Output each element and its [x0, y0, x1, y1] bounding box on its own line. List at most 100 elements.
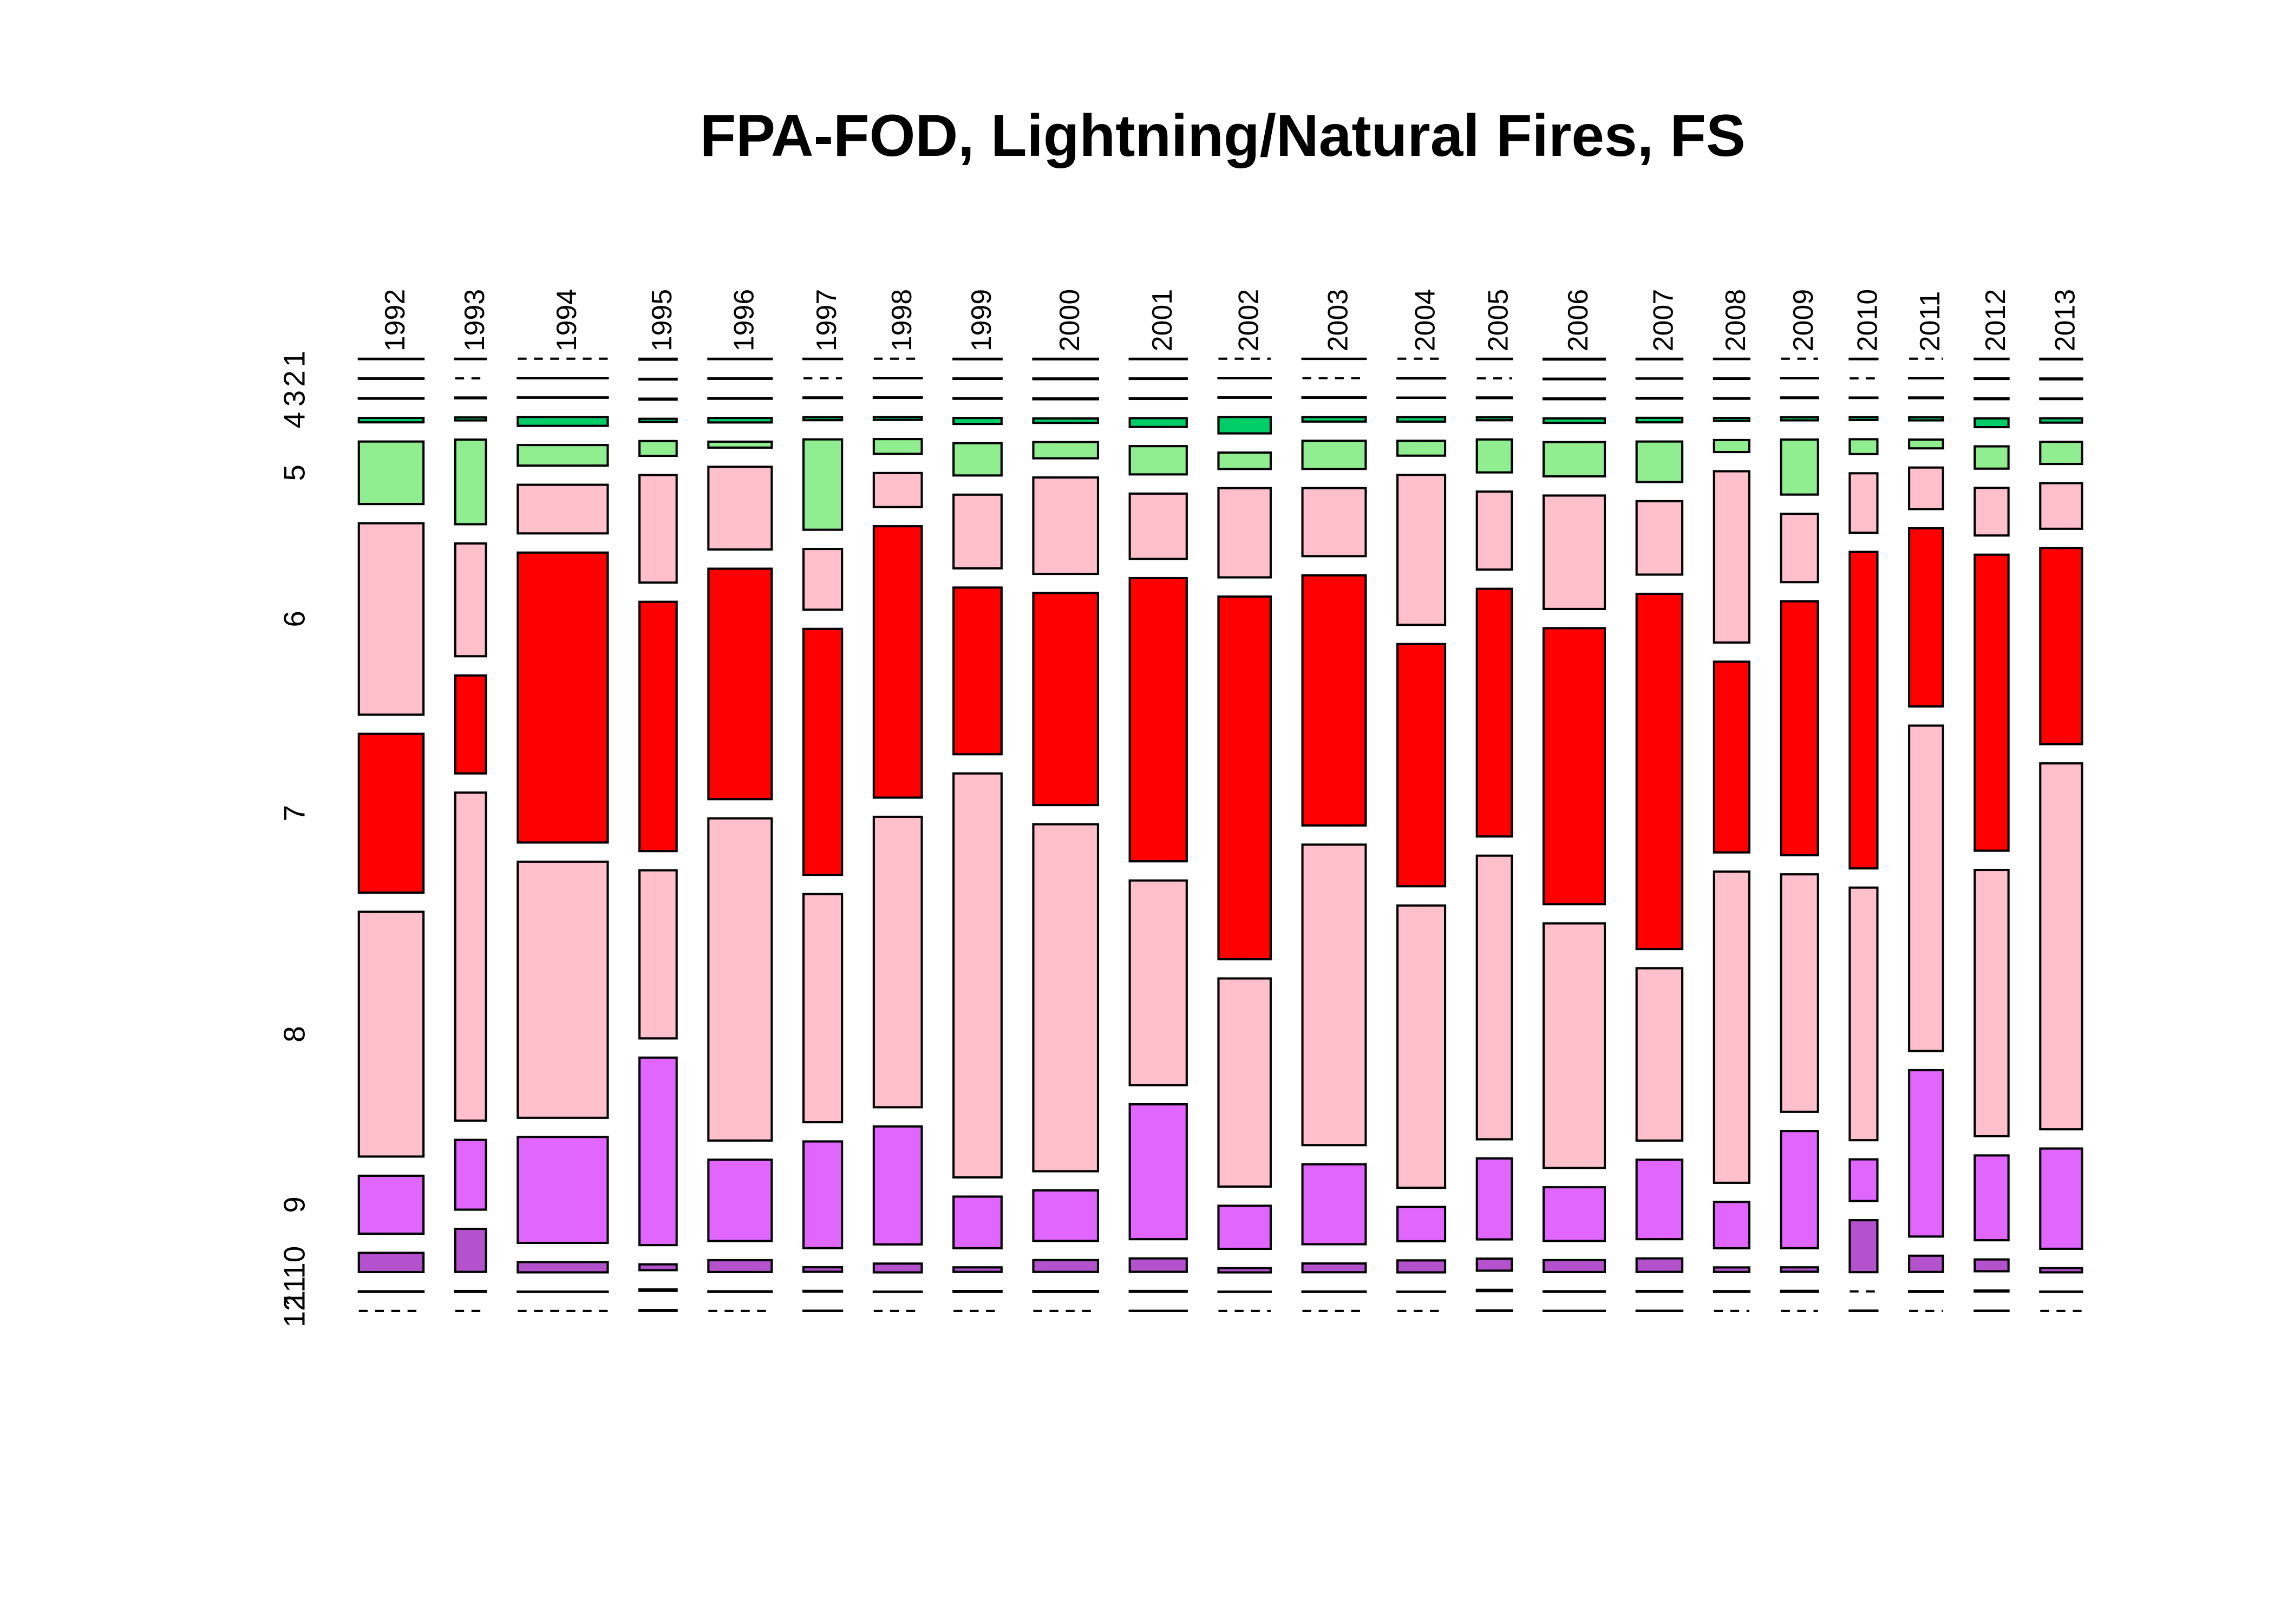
- mosaic-cell: [1542, 494, 1606, 610]
- mosaic-cell: [707, 1290, 773, 1293]
- mosaic-cell: [1908, 1290, 1944, 1293]
- mosaic-cell: [802, 416, 844, 422]
- mosaic-cell: [952, 1266, 1003, 1273]
- mosaic-cell: [1635, 440, 1684, 483]
- mosaic-cell: [707, 817, 773, 1142]
- mosaic-cell: [1032, 1290, 1099, 1293]
- mosaic-cell: [357, 416, 425, 424]
- mosaic-cell: [2039, 482, 2083, 530]
- mosaic-cell: [802, 438, 844, 531]
- mosaic-cell: [802, 1140, 844, 1249]
- mosaic-cell: [952, 442, 1003, 477]
- mosaic-cell: [1032, 417, 1099, 424]
- mosaic-cell: [1217, 595, 1272, 961]
- mosaic-cell: [1635, 416, 1684, 424]
- mosaic-cell: [1974, 553, 2010, 852]
- mosaic-cell: [1032, 592, 1099, 807]
- mosaic-cell: [1542, 417, 1606, 424]
- mosaic-cell: [1396, 643, 1447, 888]
- y-tick-label: 9: [278, 1196, 311, 1213]
- mosaic-cell: [1780, 396, 1819, 400]
- mosaic-cell: [1475, 1288, 1513, 1293]
- mosaic-cell: [952, 772, 1003, 1179]
- mosaic-cell: [872, 1125, 923, 1246]
- mosaic-cell: [1974, 377, 2010, 381]
- mosaic-cell: [952, 417, 1003, 425]
- mosaic-cell: [1301, 396, 1367, 400]
- x-tick-label: 2009: [1787, 289, 1819, 351]
- y-tick-label: 7: [278, 805, 311, 821]
- mosaic-cell: [517, 1136, 609, 1245]
- x-tick-label: 1993: [459, 289, 490, 351]
- mosaic-cell: [1032, 823, 1099, 1173]
- mosaic-cell: [1396, 474, 1447, 626]
- x-tick-label: 1994: [551, 289, 582, 351]
- mosaic-cell: [1908, 1254, 1944, 1273]
- mosaic-cell: [1128, 492, 1188, 560]
- mosaic-cell: [802, 396, 844, 400]
- mosaic-cell: [1032, 441, 1099, 460]
- y-tick-label: 6: [278, 611, 311, 627]
- mosaic-cell: [1217, 416, 1272, 435]
- mosaic-cell: [1713, 1201, 1750, 1249]
- mosaic-cell: [1217, 1267, 1272, 1274]
- mosaic-cell: [952, 377, 1003, 380]
- mosaic-cell: [2039, 762, 2083, 1131]
- x-tick-label: 2006: [1562, 289, 1593, 351]
- mosaic-cell: [802, 1289, 844, 1293]
- mosaic-cell: [517, 1261, 609, 1274]
- mosaic-cell: [1635, 1289, 1684, 1293]
- mosaic-cell: [1475, 587, 1513, 838]
- mosaic-cell: [454, 396, 487, 400]
- mosaic-cell: [1974, 445, 2010, 470]
- mosaic-cell: [1713, 870, 1750, 1184]
- mosaic-cell: [1217, 396, 1272, 399]
- mosaic-cell: [517, 444, 609, 467]
- mosaic-cell: [638, 869, 678, 1040]
- x-tick-label: 2004: [1409, 289, 1441, 351]
- mosaic-cell: [1974, 1258, 2010, 1273]
- mosaic-cell: [1032, 476, 1099, 575]
- mosaic-cell: [707, 466, 773, 551]
- mosaic-cell: [1713, 417, 1750, 422]
- mosaic-cell: [638, 474, 678, 584]
- x-tick-label: 2000: [1054, 289, 1085, 351]
- y-tick-label: 12: [278, 1294, 311, 1327]
- mosaic-cell: [2039, 1147, 2083, 1250]
- mosaic-cell: [517, 396, 609, 399]
- mosaic-cell: [454, 1289, 487, 1293]
- y-tick-label: 2: [278, 370, 311, 387]
- x-tick-label: 2008: [1720, 289, 1751, 351]
- mosaic-cell: [1217, 1204, 1272, 1250]
- mosaic-cell: [1032, 397, 1099, 401]
- x-tick-label: 1996: [728, 289, 759, 351]
- mosaic-cell: [1396, 904, 1447, 1189]
- mosaic-cell: [1217, 487, 1272, 579]
- mosaic-cell: [1396, 1259, 1447, 1274]
- mosaic-cell: [1475, 416, 1513, 422]
- y-tick-label: 11: [278, 1276, 311, 1307]
- mosaic-cell: [1780, 873, 1819, 1113]
- mosaic-cell: [638, 1309, 678, 1312]
- mosaic-cell: [638, 1263, 678, 1272]
- mosaic-cell: [1713, 660, 1750, 854]
- mosaic-cell: [707, 1259, 773, 1273]
- mosaic-cell: [2039, 1267, 2083, 1274]
- mosaic-cell: [1635, 1158, 1684, 1241]
- mosaic-cell: [1032, 1189, 1099, 1242]
- x-tick-label: 1999: [965, 289, 997, 351]
- y-tick-label: 1: [278, 351, 311, 367]
- mosaic-cell: [357, 732, 425, 894]
- mosaic-cell: [1542, 922, 1606, 1169]
- mosaic-cell: [1301, 1163, 1367, 1246]
- mosaic-cell: [1780, 1266, 1819, 1273]
- mosaic-cell: [1908, 724, 1944, 1052]
- mosaic-cell: [802, 1266, 844, 1273]
- mosaic-cell: [1475, 490, 1513, 571]
- mosaic-cell: [1974, 417, 2010, 429]
- mosaic-cell: [1974, 868, 2010, 1137]
- mosaic-cell: [357, 440, 425, 506]
- mosaic-cell: [357, 911, 425, 1158]
- mosaic-cell: [1475, 438, 1513, 474]
